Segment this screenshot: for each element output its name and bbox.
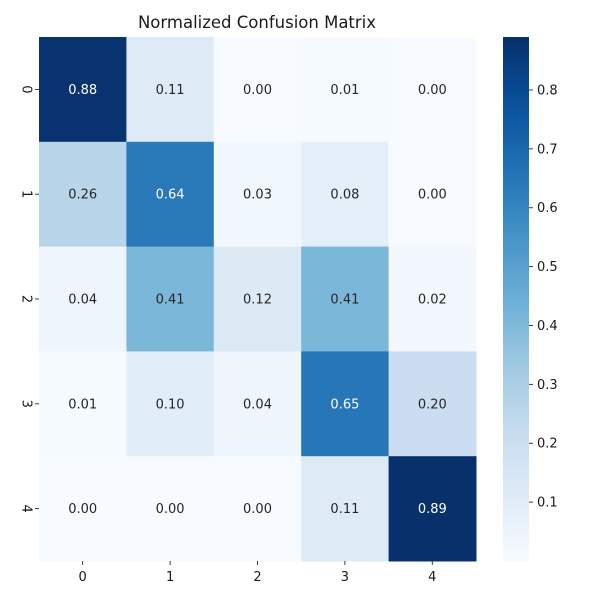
- heatmap-cell-label: 0.00: [418, 188, 447, 203]
- heatmap-cell-label: 0.02: [418, 293, 447, 308]
- heatmap-cell: [388, 37, 477, 143]
- heatmap-cell: [213, 351, 302, 457]
- x-axis: 0 1 2 3 4: [79, 561, 436, 585]
- heatmap-cell-label: 0.65: [330, 397, 359, 412]
- heatmap-cell-label: 0.04: [68, 293, 97, 308]
- x-tick-label: 1: [166, 570, 174, 585]
- heatmap-cell: [301, 246, 390, 352]
- heatmap-cell: [126, 246, 215, 352]
- colorbar-tick-label: 0.6: [537, 201, 558, 216]
- heatmap-cell-label: 0.11: [156, 83, 185, 98]
- heatmap-cell: [213, 37, 302, 143]
- heatmap-cell-label: 0.26: [68, 188, 97, 203]
- x-tick-label: 3: [341, 570, 349, 585]
- heatmap-cell-label: 0.08: [330, 188, 359, 203]
- heatmap-cell: [126, 351, 215, 457]
- chart-title: Normalized Confusion Matrix: [138, 13, 376, 32]
- heatmap-cell: [126, 37, 215, 143]
- heatmap-cell: [126, 456, 215, 562]
- heatmap-cell-label: 0.20: [418, 397, 447, 412]
- heatmap-cell: [301, 456, 390, 562]
- heatmap-cell: [388, 351, 477, 457]
- heatmap-cell: [39, 37, 127, 143]
- y-axis: 0 1 2 3 4: [18, 85, 39, 513]
- heatmap-cell-label: 0.41: [156, 293, 185, 308]
- colorbar-tick-label: 0.1: [537, 496, 558, 511]
- heatmap-cell-label: 0.04: [243, 397, 272, 412]
- heatmap-cell: [39, 456, 127, 562]
- x-tick-label: 2: [253, 570, 261, 585]
- heatmap-cell: [388, 141, 477, 248]
- heatmap-cell: [388, 246, 477, 352]
- x-tick-label: 4: [428, 570, 436, 585]
- heatmap-cell-label: 0.89: [418, 502, 447, 517]
- heatmap-cell: [301, 351, 390, 457]
- colorbar-tick-label: 0.4: [537, 319, 558, 334]
- colorbar-tick-label: 0.5: [537, 260, 558, 275]
- colorbar-tick-label: 0.3: [537, 378, 558, 393]
- heatmap-cell: [388, 456, 477, 562]
- heatmap-cell: [213, 456, 302, 562]
- colorbar-tick-label: 0.7: [537, 142, 558, 157]
- heatmap-cell-label: 0.00: [243, 83, 272, 98]
- heatmap-cell-label: 0.00: [418, 83, 447, 98]
- y-tick-label: 4: [18, 504, 33, 512]
- heatmap-cell: [39, 246, 127, 352]
- heatmap-cell-label: 0.88: [68, 83, 97, 98]
- colorbar: 0.1 0.2 0.3 0.4 0.5 0.6 0.7 0.8: [503, 37, 558, 561]
- heatmap-cell: [301, 37, 390, 143]
- heatmap-cell-label: 0.01: [330, 83, 359, 98]
- y-tick-label: 1: [18, 190, 33, 198]
- y-tick-label: 3: [18, 400, 33, 408]
- y-tick-label: 0: [18, 85, 33, 93]
- heatmap-cell: [126, 141, 215, 248]
- heatmap-cell-label: 0.64: [156, 188, 185, 203]
- heatmap-cell-label: 0.03: [243, 188, 272, 203]
- heatmap-cell: [39, 141, 127, 248]
- heatmap-cell: [213, 246, 302, 352]
- heatmap-cell: [39, 351, 127, 457]
- y-tick-label: 2: [18, 295, 33, 303]
- heatmap-cell: [301, 141, 390, 248]
- heatmap-cell-label: 0.11: [330, 502, 359, 517]
- heatmap-cell-label: 0.00: [156, 502, 185, 517]
- colorbar-tick-label: 0.8: [537, 83, 558, 98]
- heatmap-cell-label: 0.00: [243, 502, 272, 517]
- heatmap-cells: [39, 37, 477, 562]
- heatmap-cell-label: 0.00: [68, 502, 97, 517]
- x-tick-label: 0: [79, 570, 87, 585]
- heatmap-cell: [213, 141, 302, 248]
- colorbar-gradient: [503, 37, 529, 561]
- heatmap-cell-label: 0.10: [156, 397, 185, 412]
- heatmap-cell-label: 0.01: [68, 397, 97, 412]
- colorbar-tick-label: 0.2: [537, 437, 558, 452]
- heatmap-cell-labels: 0.88 0.11 0.00 0.01 0.00 0.26 0.64 0.03 0.08 0.00…: [68, 83, 447, 517]
- heatmap-cell-label: 0.12: [243, 293, 272, 308]
- heatmap-cell-label: 0.41: [330, 293, 359, 308]
